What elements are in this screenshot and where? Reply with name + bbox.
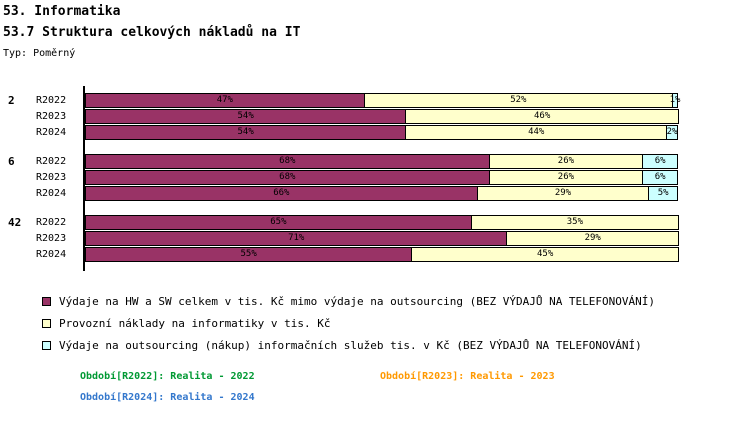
bar-segment: 65%	[85, 214, 472, 230]
chart-row: 6 R2022 68% 26% 6%	[0, 153, 750, 169]
bar-segment: 6%	[642, 169, 678, 185]
period-label: Období[R2023]: Realita - 2023	[380, 371, 555, 382]
row-label: R2022	[36, 94, 67, 106]
row-label: R2023	[36, 232, 67, 244]
bar-segment: 35%	[470, 214, 679, 230]
legend-item: Výdaje na outsourcing (nákup) informační…	[42, 334, 750, 356]
bar-segment-value: 47%	[216, 94, 233, 105]
bar-segment-value: 44%	[528, 126, 545, 137]
bar-segment-value: 45%	[536, 248, 554, 259]
chart-row: R2023 54% 46%	[0, 108, 750, 124]
bar-segment-value: 65%	[270, 216, 287, 227]
legend-item: Výdaje na HW a SW celkem v tis. Kč mimo …	[42, 290, 750, 312]
bar-segment-value: 66%	[273, 187, 290, 198]
period-row: Období[R2024]: Realita - 2024	[80, 387, 750, 408]
bar-segment-value: 52%	[510, 94, 527, 105]
bar-segment-value: 26%	[557, 155, 575, 166]
bar-segment: 54%	[85, 108, 407, 124]
chart-row: 42 R2022 65% 35%	[0, 214, 750, 230]
legend: Výdaje na HW a SW celkem v tis. Kč mimo …	[42, 290, 750, 356]
chart-row: 2 R2022 47% 52% 1%	[0, 92, 750, 108]
bar-segment: 68%	[85, 169, 490, 185]
y-axis-line	[83, 86, 85, 271]
bar-segment: 26%	[488, 153, 644, 169]
bar-segment: 26%	[488, 169, 644, 185]
group-label: 2	[8, 93, 15, 107]
bar-track: 71% 29%	[85, 230, 680, 246]
chart-row: R2023 71% 29%	[0, 230, 750, 246]
bar-segment: 54%	[85, 124, 407, 140]
bar-segment: 68%	[85, 153, 490, 169]
type-label: Typ: Poměrný	[3, 48, 76, 59]
bar-segment: 45%	[411, 246, 679, 262]
bar-segment: 6%	[642, 153, 678, 169]
row-label: R2023	[36, 171, 67, 183]
bar-segment: 47%	[85, 92, 365, 108]
legend-swatch	[42, 296, 51, 306]
report-section-title: 53. Informatika	[3, 4, 121, 19]
period-row: Období[R2022]: Realita - 2022 Období[R202…	[80, 366, 750, 387]
row-label: R2024	[36, 187, 67, 199]
bar-track: 47% 52% 1%	[85, 92, 681, 108]
bar-segment-value: 68%	[279, 155, 296, 166]
chart-row: R2024 54% 44% 2%	[0, 124, 750, 140]
report-page: 53. Informatika 53.7 Struktura celkových…	[0, 4, 750, 426]
legend-swatch	[42, 340, 51, 350]
bar-segment: 29%	[476, 185, 650, 201]
bar-track: 68% 26% 6%	[85, 169, 680, 185]
group-label: 42	[8, 215, 22, 229]
bar-segment: 66%	[85, 185, 478, 201]
row-label: R2024	[36, 126, 67, 138]
period-label: Období[R2022]: Realita - 2022	[80, 371, 255, 382]
bar-segment-value: 54%	[237, 110, 254, 121]
bar-track: 54% 44% 2%	[85, 124, 680, 140]
bar-segment-value: 2%	[666, 126, 678, 137]
legend-label: Výdaje na outsourcing (nákup) informační…	[59, 338, 642, 352]
bar-segment-value: 54%	[237, 126, 254, 137]
group-label: 6	[8, 154, 15, 168]
bar-segment-value: 6%	[654, 171, 666, 182]
period-label: Období[R2024]: Realita - 2024	[80, 392, 255, 403]
bar-segment: 5%	[648, 185, 678, 201]
bar-track: 68% 26% 6%	[85, 153, 680, 169]
bar-segment-value: 71%	[288, 232, 305, 243]
bar-segment: 55%	[85, 246, 413, 262]
bar-segment-value: 29%	[554, 187, 572, 198]
legend-label: Výdaje na HW a SW celkem v tis. Kč mimo …	[59, 294, 656, 308]
row-label: R2022	[36, 216, 67, 228]
legend-label: Provozní náklady na informatiky v tis. K…	[59, 316, 331, 330]
stacked-bar-chart: 2 R2022 47% 52% 1% R2023 54% 46% R2024 54% 44% 2% 6 R…	[0, 86, 750, 271]
bar-segment: 2%	[666, 124, 678, 140]
bar-segment-value: 35%	[566, 216, 583, 227]
bar-segment: 46%	[405, 108, 679, 124]
row-label: R2024	[36, 248, 67, 260]
bar-segment-value: 5%	[657, 187, 669, 198]
bar-segment-value: 26%	[557, 171, 575, 182]
bar-segment: 71%	[85, 230, 508, 246]
bar-segment-value: 29%	[584, 232, 601, 243]
chart-title: 53.7 Struktura celkových nákladů na IT	[3, 25, 301, 40]
bar-segment-value: 46%	[534, 110, 551, 121]
bar-track: 54% 46%	[85, 108, 680, 124]
bar-segment-value: 68%	[279, 171, 296, 182]
bar-segment: 52%	[363, 92, 674, 108]
bar-track: 65% 35%	[85, 214, 680, 230]
bar-segment: 44%	[405, 124, 668, 140]
bar-segment-value: 1%	[669, 94, 681, 105]
bar-segment: 1%	[669, 92, 681, 108]
row-label: R2022	[36, 155, 67, 167]
bar-segment-value: 6%	[654, 155, 666, 166]
chart-row: R2024 55% 45%	[0, 246, 750, 262]
chart-row: R2023 68% 26% 6%	[0, 169, 750, 185]
legend-item: Provozní náklady na informatiky v tis. K…	[42, 312, 750, 334]
bar-segment: 29%	[506, 230, 679, 246]
bar-track: 66% 29% 5%	[85, 185, 680, 201]
legend-swatch	[42, 318, 51, 328]
row-label: R2023	[36, 110, 67, 122]
chart-row: R2024 66% 29% 5%	[0, 185, 750, 201]
bar-track: 55% 45%	[85, 246, 680, 262]
bar-segment-value: 55%	[240, 248, 257, 259]
chart-rows: 2 R2022 47% 52% 1% R2023 54% 46% R2024 54% 44% 2% 6 R…	[0, 92, 750, 262]
period-labels: Období[R2022]: Realita - 2022 Období[R202…	[80, 366, 750, 408]
